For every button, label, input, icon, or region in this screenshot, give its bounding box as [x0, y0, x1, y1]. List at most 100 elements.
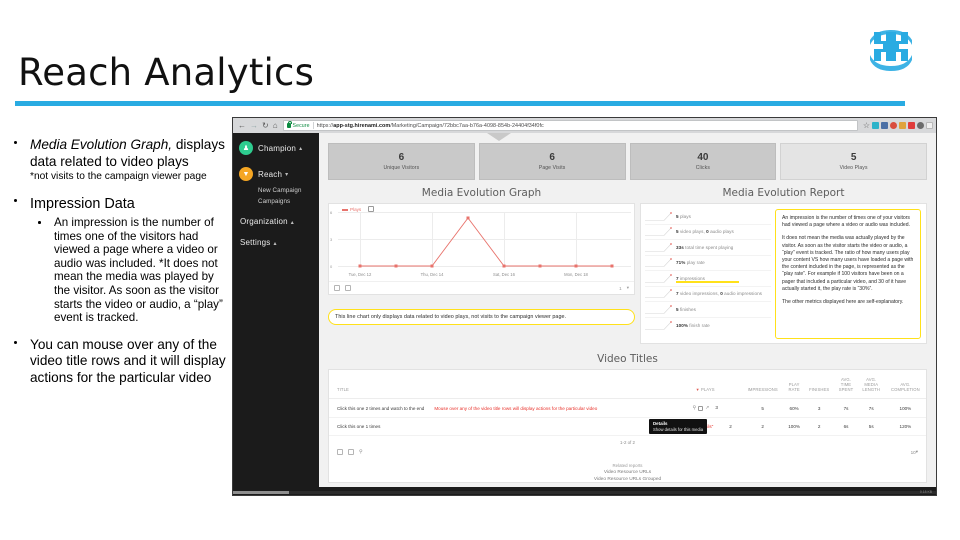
chart-legend[interactable]: Plays — [342, 207, 361, 212]
metric-value-2: 0 — [720, 291, 723, 297]
bullet-dot-icon — [14, 340, 17, 344]
champion-icon: ♟ — [239, 141, 253, 155]
horizontal-scrollbar[interactable] — [233, 491, 936, 494]
cell-avg-time-spent: 7s — [834, 398, 858, 418]
legend-swatch — [342, 208, 348, 211]
chevron-up-icon[interactable]: ▴ — [273, 241, 277, 247]
home-icon[interactable]: ⌂ — [272, 120, 278, 130]
kpi-card-unique-visitors[interactable]: 6 Unique Visitors — [328, 143, 475, 180]
video-titles-card: TITLE ▼ PLAYS IMPRESSIONS PLAY RATE FINIS… — [328, 369, 927, 483]
metric-value: 7 — [676, 291, 679, 297]
columns-icon[interactable] — [337, 449, 343, 455]
column-header-finishes[interactable]: FINISHES — [804, 370, 835, 399]
sidebar-item-champion[interactable]: ♟ Champion ▴ — [239, 141, 319, 155]
metric-label: video impressions, — [679, 291, 719, 297]
report-paragraph-2: It does not mean the media was actually … — [782, 235, 914, 292]
metric-label: plays — [679, 213, 691, 219]
browser-toolbar: ← → ↻ ⌂ Secure https://app-stg.hirenami.… — [233, 118, 936, 133]
column-header-play-rate[interactable]: PLAY RATE — [784, 370, 805, 399]
row-plays-value: 3 — [715, 405, 718, 411]
kpi-value: 6 — [398, 152, 405, 163]
table-row[interactable]: Click this one 2 times and watch to the … — [329, 398, 926, 418]
metric-label: play rate — [686, 260, 705, 266]
column-header-impressions[interactable]: IMPRESSIONS — [741, 370, 785, 399]
page-size-value[interactable]: 10 — [910, 449, 916, 455]
graph-callout-annotation: This line chart only displays data relat… — [328, 309, 635, 325]
chevron-down-icon[interactable]: ▾ — [915, 449, 918, 454]
metric-row-total-time: 33s total time spent playing — [645, 240, 771, 256]
reload-icon[interactable]: ↻ — [262, 120, 269, 130]
chevron-down-icon[interactable]: ▾ — [626, 285, 629, 290]
table-body: Click this one 2 times and watch to the … — [329, 398, 926, 436]
bookmark-star-icon[interactable]: ☆ — [862, 120, 870, 130]
related-report-link-video-resource-urls-grouped[interactable]: Video Resource URLs Grouped — [593, 477, 662, 482]
browser-menu-icon[interactable] — [926, 122, 933, 129]
kpi-card-page-visits[interactable]: 6 Page Visits — [478, 143, 626, 180]
export-icon[interactable] — [348, 449, 354, 455]
url-scheme: https:// — [316, 122, 334, 129]
cell-avg-completion: 100% — [884, 398, 926, 418]
extension-icon-1[interactable] — [872, 122, 879, 129]
cell-finishes: 3 — [804, 398, 835, 418]
chevron-up-icon[interactable]: ▴ — [290, 220, 294, 226]
sub-bullet-dot-icon — [38, 221, 41, 224]
column-header-title[interactable]: TITLE — [329, 370, 670, 399]
row-action-icons[interactable]: ⚲ ↗ — [692, 405, 709, 411]
metric-row-finishes: 5 finishes — [645, 302, 771, 318]
sidebar-item-campaigns[interactable]: Campaigns — [258, 198, 291, 205]
sort-caret-icon: ▼ — [695, 387, 700, 392]
extension-icon-4[interactable] — [899, 122, 906, 129]
chevron-down-icon[interactable]: ▾ — [285, 171, 289, 178]
column-header-avg-completion[interactable]: AVG. COMPLETION — [884, 370, 926, 399]
table-row[interactable]: Click this one 1 times Click on “Details… — [329, 417, 926, 436]
video-titles-panel: Video Titles TITLE ▼ PLAYS IMPRESSIONS P… — [319, 344, 936, 483]
metric-row-impressions: 7 impressions — [645, 271, 771, 287]
extension-icon-3[interactable] — [890, 122, 897, 129]
scrollbar-thumb[interactable] — [233, 491, 290, 494]
sidebar-item-new-campaign[interactable]: New Campaign — [258, 187, 302, 194]
back-arrow-icon[interactable]: ← — [238, 120, 246, 130]
metric-text: 7 impressions — [676, 276, 739, 283]
metric-text: 100% finish rate — [676, 323, 710, 328]
sidebar-item-organization[interactable]: Organization ▴ — [240, 217, 319, 226]
column-header-avg-media-length[interactable]: AVG. MEDIA LENGTH — [857, 370, 885, 399]
column-header-plays[interactable]: ▼ PLAYS — [669, 370, 742, 399]
related-report-link-video-resource-urls[interactable]: Video Resource URLs — [603, 470, 652, 475]
metric-label-2: audio plays — [710, 229, 734, 235]
search-icon[interactable]: ⚲ — [359, 449, 363, 455]
report-paragraph-1: An impression is the number of times one… — [782, 215, 910, 229]
forward-arrow-icon[interactable]: → — [250, 120, 258, 130]
lock-icon — [286, 121, 292, 128]
kpi-card-row: 6 Unique Visitors 6 Page Visits 40 Click… — [319, 133, 936, 180]
chart-comment-icon[interactable] — [345, 285, 351, 291]
cell-avg-completion: 120% — [884, 417, 926, 436]
preview-search-icon[interactable]: ⚲ — [692, 405, 697, 411]
details-icon[interactable] — [698, 405, 704, 411]
chart-settings-icon[interactable] — [368, 206, 374, 212]
row-plays-value: 2 — [729, 424, 732, 429]
bullet-dot-icon — [14, 199, 17, 202]
video-titles-table: TITLE ▼ PLAYS IMPRESSIONS PLAY RATE FINIS… — [329, 370, 926, 436]
bullet-media-evolution-graph: Media Evolution Graph, displays data rel… — [8, 137, 230, 183]
metric-text: 5 finishes — [676, 307, 696, 312]
sparkline-icon — [645, 258, 672, 268]
profile-avatar-icon[interactable] — [917, 122, 924, 129]
sidebar-item-reach[interactable]: ▼ Reach ▾ — [239, 167, 319, 181]
sidebar-item-settings[interactable]: Settings ▴ — [240, 238, 319, 247]
line-chart[interactable]: Plays 6 3 0 — [329, 204, 634, 281]
extension-icon-5[interactable] — [908, 122, 915, 129]
chart-page-indicator: 1 — [619, 285, 622, 291]
address-bar[interactable]: Secure https://app-stg.hirenami.com/Mark… — [282, 120, 858, 131]
sparkline-icon — [645, 320, 672, 330]
bullet-mouse-over-rows-text: You can mouse over any of the video titl… — [30, 336, 226, 385]
gridline-vertical — [432, 212, 433, 267]
column-header-avg-time-spent[interactable]: AVG. TIME SPENT — [834, 370, 858, 399]
kpi-card-clicks[interactable]: 40 Clicks — [629, 143, 777, 180]
analytics-icon[interactable]: ↗ — [705, 405, 710, 411]
kpi-label: Page Visits — [538, 165, 566, 171]
chevron-up-icon[interactable]: ▴ — [299, 145, 303, 152]
extension-icon-2[interactable] — [881, 122, 888, 129]
chart-export-icon[interactable] — [334, 285, 340, 291]
metric-row-video-audio-impressions: 7 video impressions, 0 audio impressions — [645, 287, 771, 302]
kpi-card-video-plays[interactable]: 5 Video Plays — [780, 143, 927, 180]
